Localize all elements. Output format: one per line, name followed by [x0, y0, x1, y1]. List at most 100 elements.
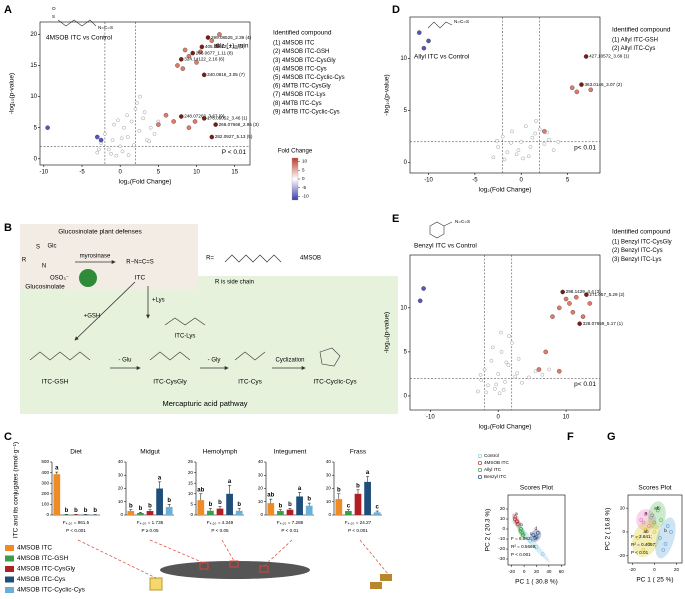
- diagram-label: S: [36, 245, 40, 251]
- point: [556, 140, 561, 144]
- structure: [443, 221, 453, 227]
- diagram-label: ITC: [135, 275, 146, 282]
- y-tick-label: 10: [400, 305, 407, 311]
- stat-text: P < 0.01: [281, 528, 299, 533]
- structure-label: S: [52, 14, 55, 19]
- point-label: 324.14122_2.16 (6): [184, 57, 225, 62]
- point: [125, 113, 129, 118]
- bar: [335, 499, 343, 515]
- point: [426, 38, 431, 44]
- point: [217, 32, 222, 37]
- significance-letter: c: [347, 503, 351, 509]
- y-axis-label: PC 2 ( 20.3 %): [485, 509, 492, 552]
- y-tick-label: -20: [498, 546, 505, 551]
- colorbar: [291, 157, 299, 201]
- stat-text: P < 0.001: [511, 552, 531, 557]
- threshold-label: p< 0.01: [574, 145, 596, 152]
- panel-label: E: [392, 213, 399, 225]
- y-tick-label: 400: [41, 470, 49, 475]
- legend-label: 4MSOB ITC-Cys: [17, 576, 66, 583]
- legend-item: (8) 4MTB ITC-Cys: [273, 101, 322, 107]
- legend-marker: [477, 453, 483, 459]
- arrow: [74, 281, 136, 341]
- y-tick-label: 0: [260, 512, 263, 517]
- point: [133, 107, 138, 111]
- x-tick-label: -10: [426, 415, 435, 421]
- plant-icon: [79, 269, 97, 287]
- group-letter: b: [664, 528, 667, 533]
- point: [126, 153, 131, 157]
- point: [491, 155, 496, 160]
- point: [510, 341, 514, 345]
- significance-letter: b: [84, 508, 88, 514]
- group-letter: a: [645, 510, 648, 515]
- point: [536, 367, 542, 372]
- x-tick-label: 10: [563, 415, 570, 421]
- point-label: 271.057_5.29 (2): [589, 292, 624, 297]
- bar: [216, 508, 224, 515]
- point: [537, 127, 542, 132]
- point: [482, 367, 487, 372]
- y-tick-label: 20: [326, 486, 332, 491]
- stat-text: F₄,₂₀ = 961.5: [63, 520, 90, 525]
- point: [491, 345, 495, 350]
- point: [661, 548, 666, 552]
- point: [119, 136, 124, 141]
- point: [499, 330, 503, 335]
- y-tick-label: 20: [30, 32, 37, 38]
- point: [580, 314, 586, 319]
- point: [499, 350, 504, 354]
- x-axis-label: log₂(Fold Change): [119, 179, 172, 186]
- tissue-box: [199, 562, 209, 570]
- x-tick-label: 10: [193, 170, 200, 176]
- structure: [427, 21, 453, 29]
- bar: [63, 514, 70, 515]
- y-tick-label: 10: [30, 94, 37, 100]
- significance-letter: b: [65, 508, 69, 514]
- structure-label: N=C=S: [455, 219, 470, 224]
- point: [657, 506, 661, 510]
- annotation: m/z (+)_min: [214, 43, 249, 50]
- y-tick-label: 25: [188, 459, 194, 464]
- frass: [380, 574, 392, 581]
- legend-item: (6) 4MTB ITC-CysGly: [273, 84, 331, 90]
- x-tick-label: -20: [508, 569, 515, 574]
- bar: [296, 496, 303, 515]
- panel-label: F: [567, 431, 574, 443]
- plot-frame: [627, 494, 683, 564]
- y-tick-label: 100: [41, 502, 49, 507]
- legend-label: 4MSOB ITC-CysGly: [17, 566, 76, 573]
- y-tick-label: 5: [404, 349, 408, 355]
- point-label: 298.1429_4.4 (3): [566, 289, 601, 294]
- point: [530, 135, 535, 140]
- point-label: 427.10572_3.69 (1): [589, 54, 630, 59]
- point: [199, 44, 205, 50]
- molecule: [164, 317, 206, 326]
- point: [507, 334, 511, 338]
- point: [479, 378, 484, 382]
- point: [542, 142, 547, 146]
- point-label: 176.05052_3.46 (1): [207, 116, 248, 121]
- ring: [319, 347, 341, 367]
- point: [120, 149, 125, 154]
- plot-frame: [409, 16, 601, 174]
- tissue-box: [229, 560, 239, 568]
- point: [659, 518, 663, 522]
- legend-label: 4MSOB ITC-Cyclic-Cys: [17, 587, 86, 594]
- structure: [57, 19, 97, 27]
- legend-label: Benzyl ITC: [484, 474, 507, 479]
- x-tick-label: -20: [629, 567, 636, 572]
- significance-letter: a: [366, 470, 370, 476]
- point: [148, 125, 153, 130]
- bar: [127, 511, 135, 515]
- x-axis-label: log₂(Fold Change): [479, 187, 532, 194]
- diagram-label: ITC-CysGly: [153, 379, 187, 386]
- point: [186, 53, 192, 59]
- x-tick-label: 20: [534, 569, 540, 574]
- point: [567, 301, 572, 306]
- legend-title: Identified compound: [612, 27, 671, 34]
- diagram-label: Glucosinolate plant defenses: [58, 229, 142, 236]
- structure-label: O: [52, 6, 56, 11]
- significance-letter: b: [288, 502, 292, 508]
- point: [116, 118, 120, 123]
